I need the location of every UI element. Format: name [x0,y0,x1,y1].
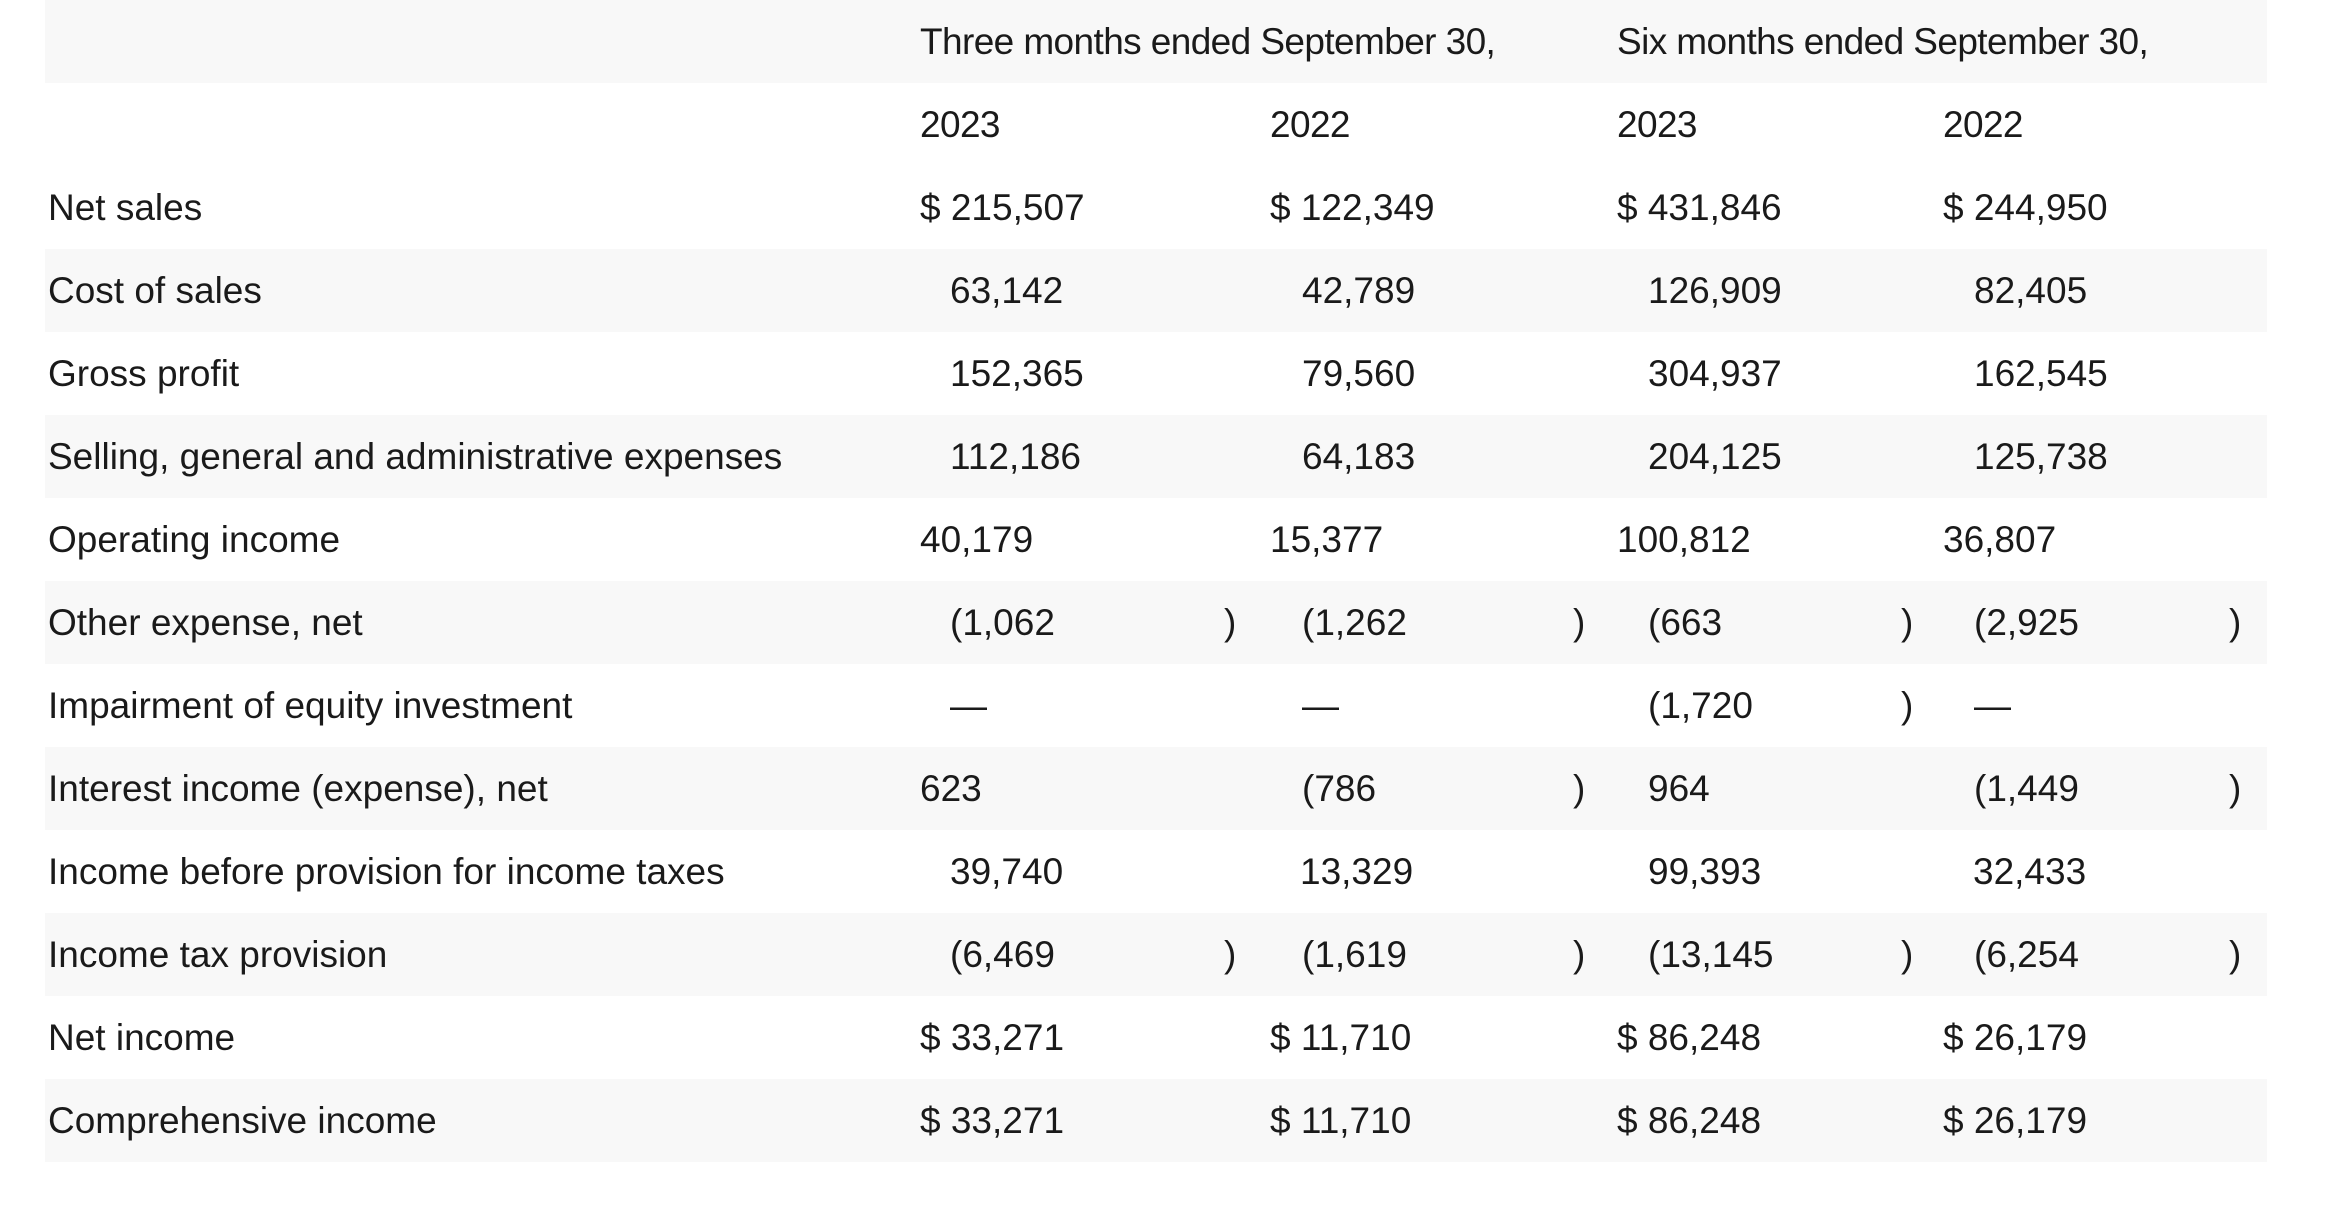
closing-paren: ) [1901,685,1914,726]
row-label: Comprehensive income [48,1100,437,1141]
cell-value: 152,365 [950,353,1084,394]
closing-paren: ) [1573,934,1586,975]
year-header: 2022 [1943,104,2024,145]
table-row: Net income $ 33,271 $ 11,710 $ 86,248 $ 26,1… [45,996,2267,1079]
table-row: Selling, general and administrative expe… [45,415,2267,498]
row-label: Cost of sales [48,270,262,311]
cell-value: $ 215,507 [920,187,1085,228]
cell-value: (1,720 [1648,685,1753,726]
closing-paren: ) [1901,602,1914,643]
table-row: Impairment of equity investment — — (1,720)… [45,664,2267,747]
cell-value: 64,183 [1302,436,1416,477]
cell-value: 15,377 [1270,519,1384,560]
cell-value: — [1974,685,2011,726]
table-row: Gross profit 152,365 79,560 304,937 162,545 [45,332,2267,415]
cell-value: 126,909 [1648,270,1782,311]
cell-value: (786 [1302,768,1377,809]
cell-value: (1,619 [1302,934,1407,975]
cell-value: $ 431,846 [1617,187,1782,228]
cell-value: 79,560 [1302,353,1416,394]
table-row: Income before provision for income taxes… [45,830,2267,913]
closing-paren: ) [1224,934,1237,975]
table-body: Net sales $ 215,507 $ 122,349 $ 431,846 $ 24… [45,166,2267,1162]
header-row-years: 2023 2022 2023 2022 [45,83,2267,166]
cell-value: 964 [1648,768,1710,809]
closing-paren: ) [2229,768,2242,809]
table-row: Other expense, net (1,062) (1,262) (663) (2,… [45,581,2267,664]
cell-value: — [1302,685,1339,726]
cell-value: 125,738 [1974,436,2108,477]
cell-value: 36,807 [1943,519,2057,560]
table-row: Cost of sales 63,142 42,789 126,909 82,405 [45,249,2267,332]
row-label: Net income [48,1017,236,1058]
cell-value: 32,433 [1973,851,2087,892]
cell-value: (6,254 [1974,934,2079,975]
cell-value: $ 11,710 [1270,1100,1412,1141]
income-statement-table: Three months ended September 30, Six mon… [45,0,2267,1162]
cell-value: 82,405 [1974,270,2088,311]
cell-value: 99,393 [1648,851,1762,892]
cell-value: (2,925 [1974,602,2079,643]
cell-value: (1,262 [1302,602,1407,643]
cell-value: 100,812 [1617,519,1751,560]
cell-value: 42,789 [1302,270,1416,311]
cell-value: (1,062 [950,602,1055,643]
closing-paren: ) [2229,602,2242,643]
three-months-header: Three months ended September 30, [920,21,1496,62]
row-label: Gross profit [48,353,240,394]
year-header: 2022 [1270,104,1351,145]
row-label: Income before provision for income taxes [48,851,725,892]
cell-value: 204,125 [1648,436,1782,477]
closing-paren: ) [1573,602,1586,643]
table-row: Interest income (expense), net 623 (786) 96… [45,747,2267,830]
table-row: Income tax provision (6,469) (1,619) (13,14… [45,913,2267,996]
header-row-periods: Three months ended September 30, Six mon… [45,0,2267,83]
cell-value: (13,145 [1648,934,1774,975]
cell-value: $ 11,710 [1270,1017,1412,1058]
cell-value: (663 [1648,602,1723,643]
year-header: 2023 [1617,104,1698,145]
cell-value: 304,937 [1648,353,1782,394]
closing-paren: ) [1224,602,1237,643]
six-months-header: Six months ended September 30, [1617,21,2149,62]
row-label: Operating income [48,519,341,560]
cell-value: 63,142 [950,270,1064,311]
closing-paren: ) [1573,768,1586,809]
cell-value: 13,329 [1300,851,1414,892]
cell-value: $ 122,349 [1270,187,1435,228]
cell-value: 39,740 [950,851,1064,892]
cell-value: $ 26,179 [1943,1100,2088,1141]
table-row: Comprehensive income $ 33,271 $ 11,710 $ 86… [45,1079,2267,1162]
cell-value: $ 86,248 [1617,1100,1762,1141]
cell-value: — [950,685,987,726]
row-label: Impairment of equity investment [48,685,573,726]
row-label: Other expense, net [48,602,363,643]
table-row: Net sales $ 215,507 $ 122,349 $ 431,846 $ 24… [45,166,2267,249]
cell-value: 623 [920,768,982,809]
cell-value: $ 33,271 [920,1017,1065,1058]
closing-paren: ) [2229,934,2242,975]
row-label: Selling, general and administrative expe… [48,436,783,477]
cell-value: 40,179 [920,519,1034,560]
cell-value: $ 33,271 [920,1100,1065,1141]
row-label: Income tax provision [48,934,388,975]
table-row: Operating income 40,179 15,377 100,812 36,80… [45,498,2267,581]
cell-value: $ 86,248 [1617,1017,1762,1058]
year-header: 2023 [920,104,1001,145]
row-label: Interest income (expense), net [48,768,548,809]
cell-value: $ 244,950 [1943,187,2108,228]
row-label: Net sales [48,187,203,228]
cell-value: 112,186 [950,436,1081,477]
cell-value: (1,449 [1974,768,2079,809]
cell-value: 162,545 [1974,353,2108,394]
closing-paren: ) [1901,934,1914,975]
cell-value: $ 26,179 [1943,1017,2088,1058]
cell-value: (6,469 [950,934,1055,975]
